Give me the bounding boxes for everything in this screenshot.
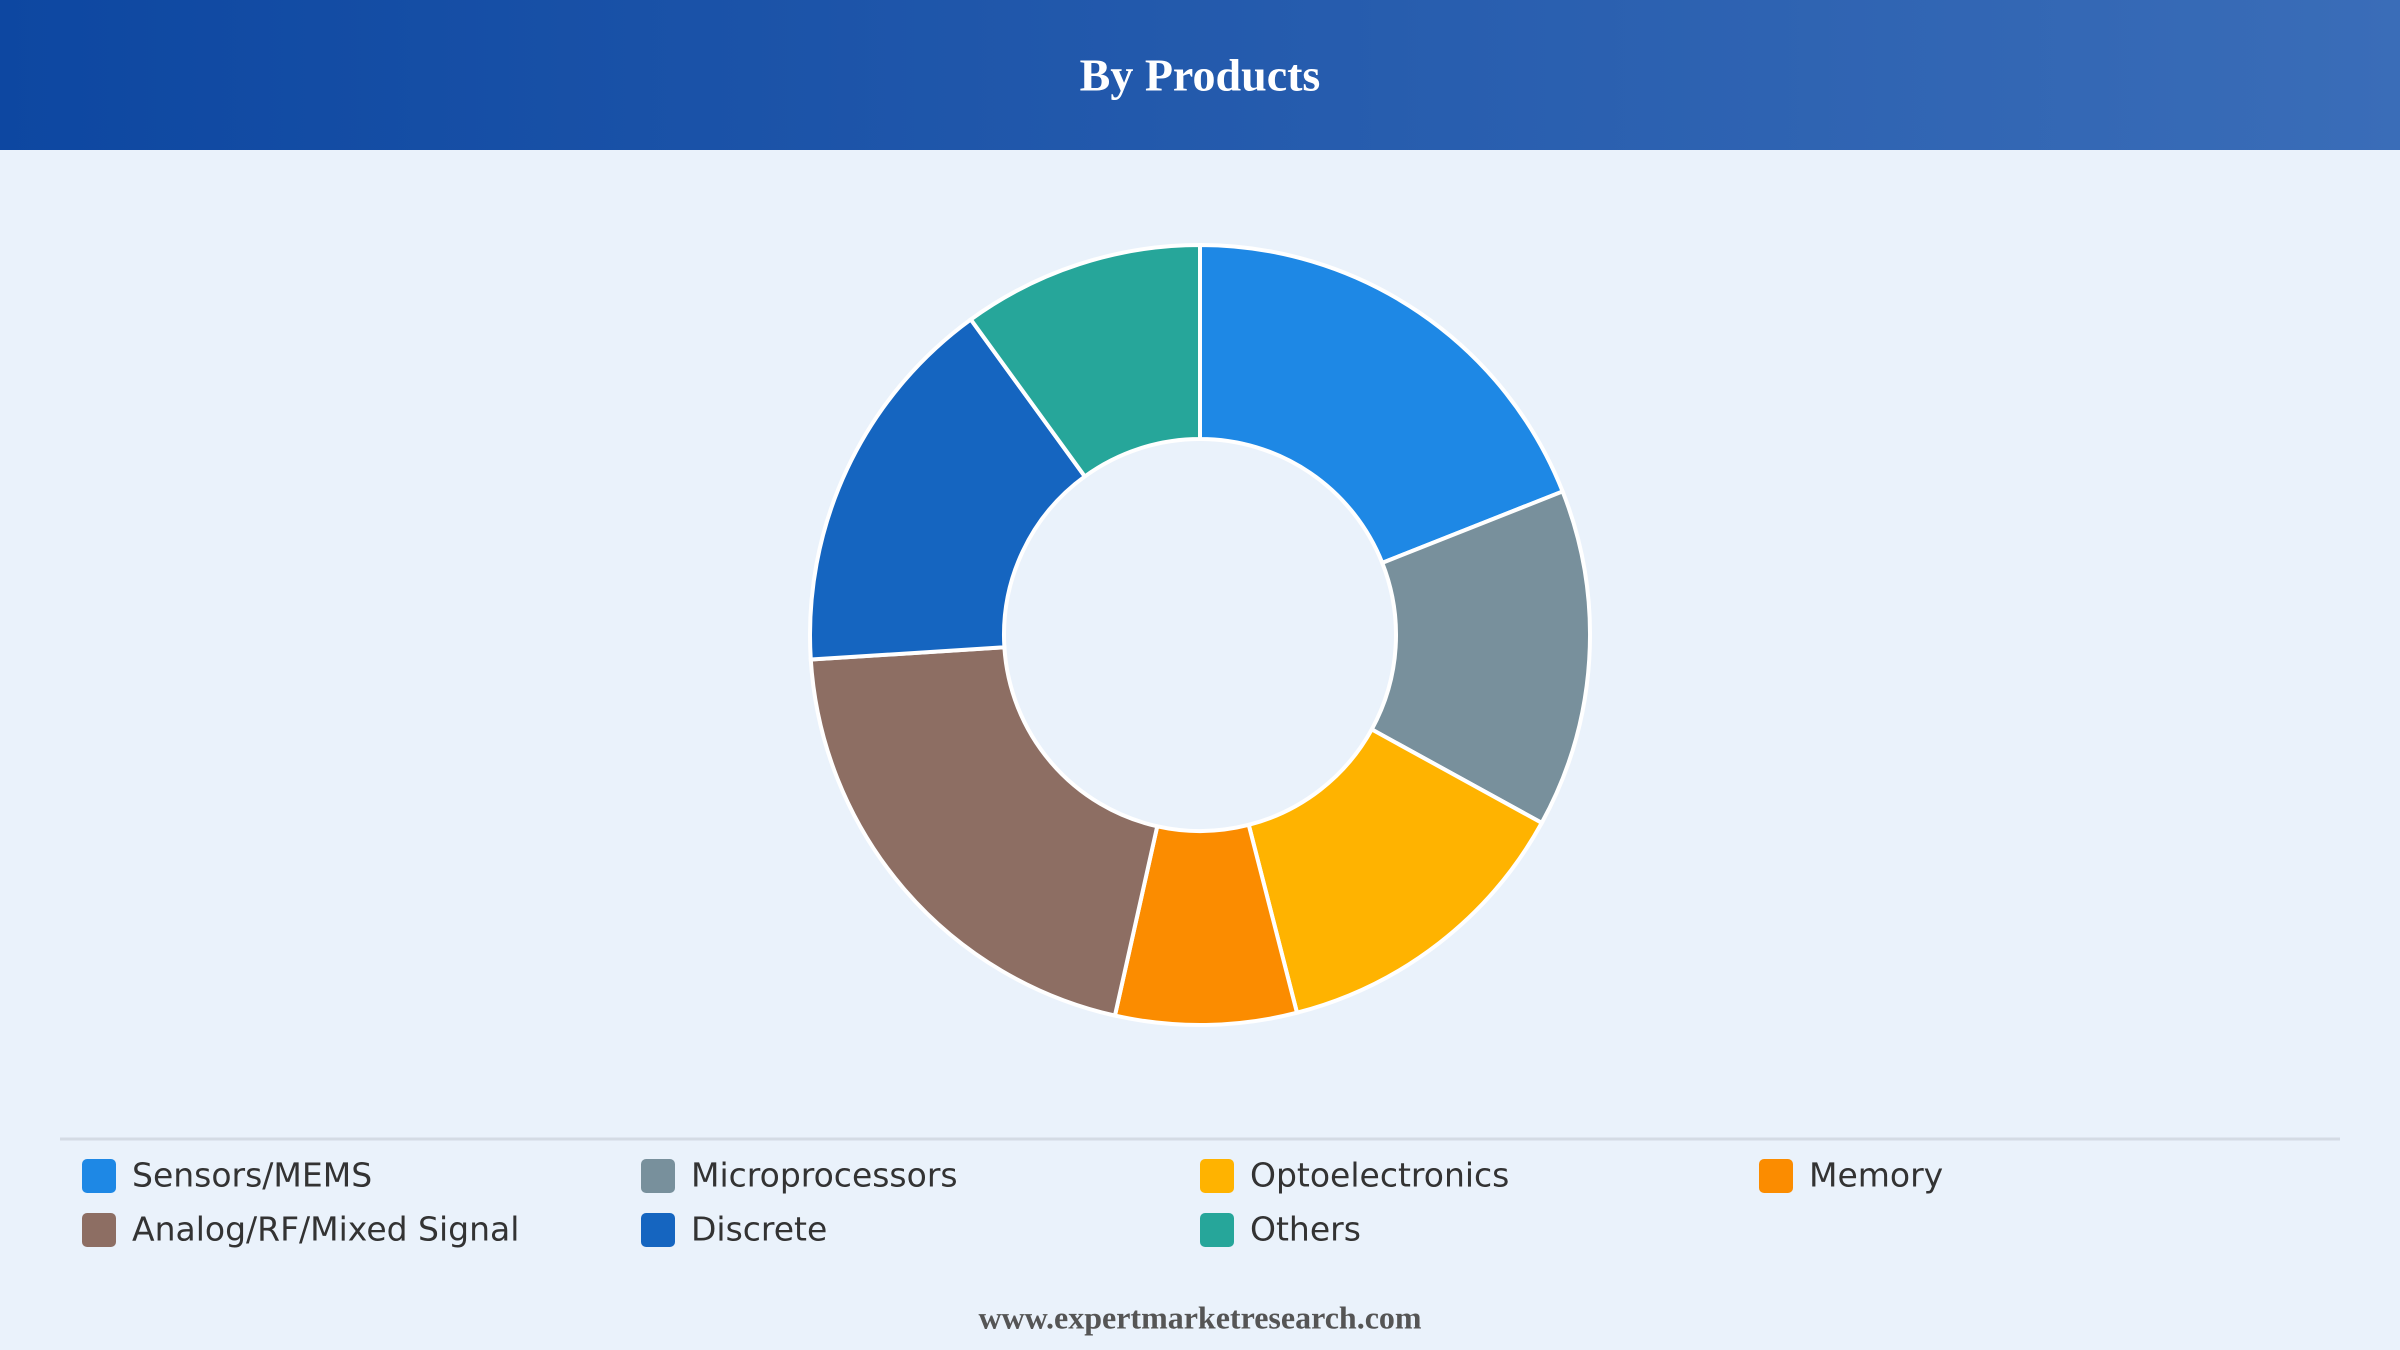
legend-swatch [1200, 1159, 1234, 1193]
legend-label: Discrete [691, 1210, 827, 1249]
footer: www.expertmarketresearch.com [978, 1299, 1421, 1335]
legend-swatch [82, 1213, 116, 1247]
legend-label: Optoelectronics [1250, 1156, 1509, 1195]
donut-slice [1246, 726, 1545, 1016]
legend-label: Sensors/MEMS [132, 1156, 372, 1195]
legend-label: Memory [1809, 1156, 1943, 1195]
donut-slice [967, 242, 1202, 480]
legend-swatch [1759, 1159, 1793, 1193]
donut-slice [1369, 488, 1592, 826]
donut-slice [1198, 242, 1566, 566]
donut-slice [808, 645, 1160, 1018]
header-bar [0, 0, 2400, 150]
legend-swatch [641, 1159, 675, 1193]
legend-swatch [1200, 1213, 1234, 1247]
legend-swatch [82, 1159, 116, 1193]
legend-swatch [641, 1213, 675, 1247]
legend-label: Analog/RF/Mixed Signal [132, 1210, 519, 1249]
legend-label: Others [1250, 1210, 1361, 1249]
chart-title: By Products [1080, 50, 1321, 101]
legend-label: Microprocessors [691, 1156, 958, 1195]
donut-slice [808, 316, 1088, 662]
